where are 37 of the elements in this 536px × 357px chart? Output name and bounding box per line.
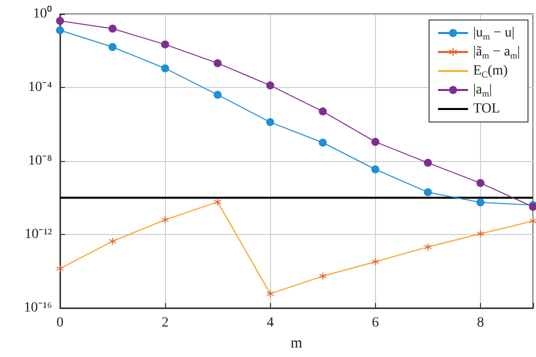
point (318, 107, 327, 116)
point (476, 179, 484, 188)
point (371, 165, 380, 174)
point (214, 59, 222, 68)
y-tick-label: 10⁻¹² (24, 227, 52, 242)
y-tick-label: 10⁻¹⁶ (24, 300, 52, 316)
x-tick-label: 6 (372, 316, 379, 330)
point (109, 238, 116, 245)
point (214, 90, 222, 99)
point (530, 218, 536, 225)
point (162, 216, 169, 224)
point (266, 118, 274, 126)
point (424, 158, 432, 167)
x-axis-title: m (290, 336, 303, 352)
point (318, 138, 327, 147)
point (108, 43, 117, 51)
x-tick-label: 0 (56, 316, 64, 330)
point (214, 198, 222, 206)
x-tick-label: 2 (162, 316, 169, 330)
point (266, 81, 274, 90)
point (108, 24, 117, 33)
legend-label: TOL (473, 102, 500, 116)
y-tick-label: 10⁻⁸ (28, 154, 52, 168)
point (161, 40, 170, 48)
x-tick-label: 4 (266, 316, 274, 330)
point (424, 188, 432, 196)
point (56, 265, 64, 272)
point (372, 258, 379, 266)
point (424, 243, 432, 250)
point (476, 198, 484, 206)
point (56, 26, 64, 34)
point (161, 64, 170, 72)
y-tick-label: 10⁻⁴ (28, 80, 52, 95)
point (56, 16, 64, 25)
y-tick-label: 10⁰ (33, 6, 52, 22)
x-tick-label: 8 (476, 316, 484, 330)
point (371, 138, 380, 146)
